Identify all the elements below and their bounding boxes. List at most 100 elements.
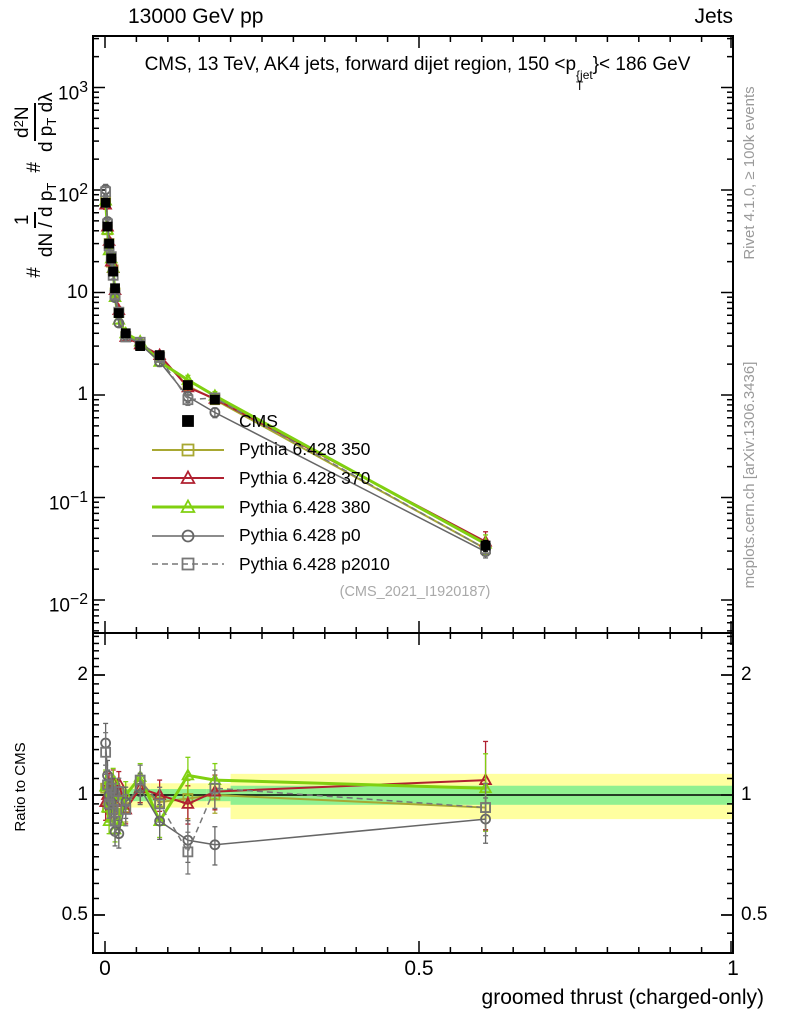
data-marker-square (480, 802, 491, 813)
data-marker-square (182, 846, 194, 858)
data-marker-square (182, 380, 193, 390)
data-marker-triangle (102, 813, 116, 827)
main-y-tick-label: 10 (66, 281, 88, 303)
frac2-den-sub: T (44, 117, 59, 126)
ratio-y-tick-label-left: 0.5 (61, 903, 88, 925)
series-main-cms (100, 197, 491, 552)
legend-label: Pythia 6.428 350 (239, 439, 371, 460)
data-marker-triangle (180, 498, 196, 513)
data-marker-square (100, 186, 112, 198)
frac2-numerator: d2N (11, 103, 36, 141)
ratio-y-tick-label-right: 1 (741, 784, 752, 805)
legend-label: Pythia 6.428 p0 (239, 525, 361, 546)
frac2-num-text: d (12, 127, 34, 138)
data-marker-square (110, 283, 120, 294)
ratio-y-tick-label-right: 0.5 (741, 903, 768, 925)
legend-marker-sample (152, 529, 224, 543)
data-marker-square (209, 782, 221, 794)
legend-marker-sample (152, 470, 224, 485)
data-marker-square (182, 415, 194, 428)
analysis-group-label: Jets (694, 5, 733, 28)
data-marker-triangle (180, 470, 196, 485)
x-tick-label: 1 (727, 957, 739, 980)
legend-marker-sample (182, 415, 194, 428)
data-marker-square (154, 798, 166, 810)
data-marker-square (120, 804, 132, 815)
series-ratio-pythia-6-428-p2010 (100, 731, 491, 875)
axes (92, 35, 734, 954)
pt-subscript: T (576, 79, 584, 93)
legend-item: Pythia 6.428 p2010 (148, 550, 390, 579)
legend: CMS Pythia 6.428 350 Pythia 6.428 370 Pythi… (148, 407, 390, 579)
data-marker-circle (181, 529, 195, 543)
ylabel-hash: # (24, 162, 45, 173)
data-marker-square (107, 804, 119, 815)
data-marker-square (134, 774, 146, 786)
legend-item: CMS (148, 407, 390, 436)
pt-supsub: {jet T (576, 68, 593, 93)
data-marker-square (113, 308, 124, 318)
data-marker-circle (113, 317, 125, 329)
data-marker-square (480, 540, 491, 551)
data-marker-square (105, 782, 117, 794)
data-marker-square (181, 557, 195, 571)
data-marker-square (120, 328, 131, 339)
frac2-den-text: d p (36, 125, 57, 153)
legend-item: Pythia 6.428 370 (148, 464, 390, 493)
main-y-tick-label: 103 (58, 78, 88, 104)
data-marker-square (106, 253, 117, 264)
data-marker-square (102, 221, 113, 232)
legend-marker-sample (152, 443, 224, 457)
data-marker-square (100, 746, 112, 758)
x-tick-label: 0 (99, 957, 111, 980)
plot-title-text: CMS, 13 TeV, AK4 jets, forward dijet reg… (144, 54, 577, 75)
data-marker-triangle (181, 768, 195, 781)
data-marker-circle (113, 828, 125, 840)
data-marker-square (135, 341, 146, 351)
legend-label: Pythia 6.428 p2010 (239, 553, 390, 574)
beam-energy-label: 13000 GeV pp (128, 5, 264, 28)
main-y-tick-label: 10−1 (48, 488, 88, 514)
rivet-version-label: Rivet 4.1.0, ≥ 100k events (741, 86, 758, 260)
legend-item: Pythia 6.428 p0 (148, 521, 390, 550)
legend-marker-sample (152, 557, 224, 571)
data-marker-square (154, 350, 165, 361)
data-marker-square (181, 443, 195, 457)
frac2-num-sup: 2 (11, 120, 27, 128)
data-marker-square (100, 197, 111, 208)
legend-marker-sample (152, 498, 224, 513)
data-marker-square (113, 786, 125, 797)
ratio-y-tick-label-right: 2 (741, 664, 752, 685)
plot-title-suffix: }< 186 GeV (592, 54, 691, 75)
legend-label: Pythia 6.428 380 (239, 496, 371, 517)
x-tick-label: 0.5 (404, 957, 434, 980)
ratio-y-tick-label-left: 1 (77, 784, 88, 805)
frac2-num-text2: N (12, 106, 34, 121)
main-y-tick-label: 10−2 (48, 591, 88, 617)
legend-label: Pythia 6.428 370 (239, 467, 371, 488)
frac1-numerator: 1 (12, 211, 36, 229)
legend-item: Pythia 6.428 350 (148, 436, 390, 465)
data-marker-circle (209, 839, 221, 851)
data-marker-square (209, 394, 220, 405)
x-axis-title: groomed thrust (charged-only) (481, 986, 764, 1009)
legend-label: CMS (239, 410, 278, 431)
data-marker-triangle (181, 796, 195, 809)
plot-title: CMS, 13 TeV, AK4 jets, forward dijet reg… (95, 54, 740, 92)
data-marker-circle (209, 407, 221, 418)
main-y-tick-label: 102 (58, 181, 88, 207)
ylabel-hash: # (24, 267, 45, 278)
data-marker-square (182, 394, 194, 406)
analysis-id-watermark: (CMS_2021_I1920187) (339, 584, 491, 600)
pt-superscript: {jet (576, 68, 593, 82)
mcplots-arxiv-label: mcplots.cern.ch [arXiv:1306.3436] (741, 361, 758, 589)
data-marker-square (108, 266, 119, 277)
data-marker-square (109, 815, 121, 827)
legend-item: Pythia 6.428 380 (148, 493, 390, 522)
ratio-frame (92, 632, 734, 954)
data-marker-square (104, 238, 114, 249)
ratio-y-tick-label-left: 2 (77, 664, 88, 685)
main-y-tick-label: 1 (77, 384, 88, 405)
